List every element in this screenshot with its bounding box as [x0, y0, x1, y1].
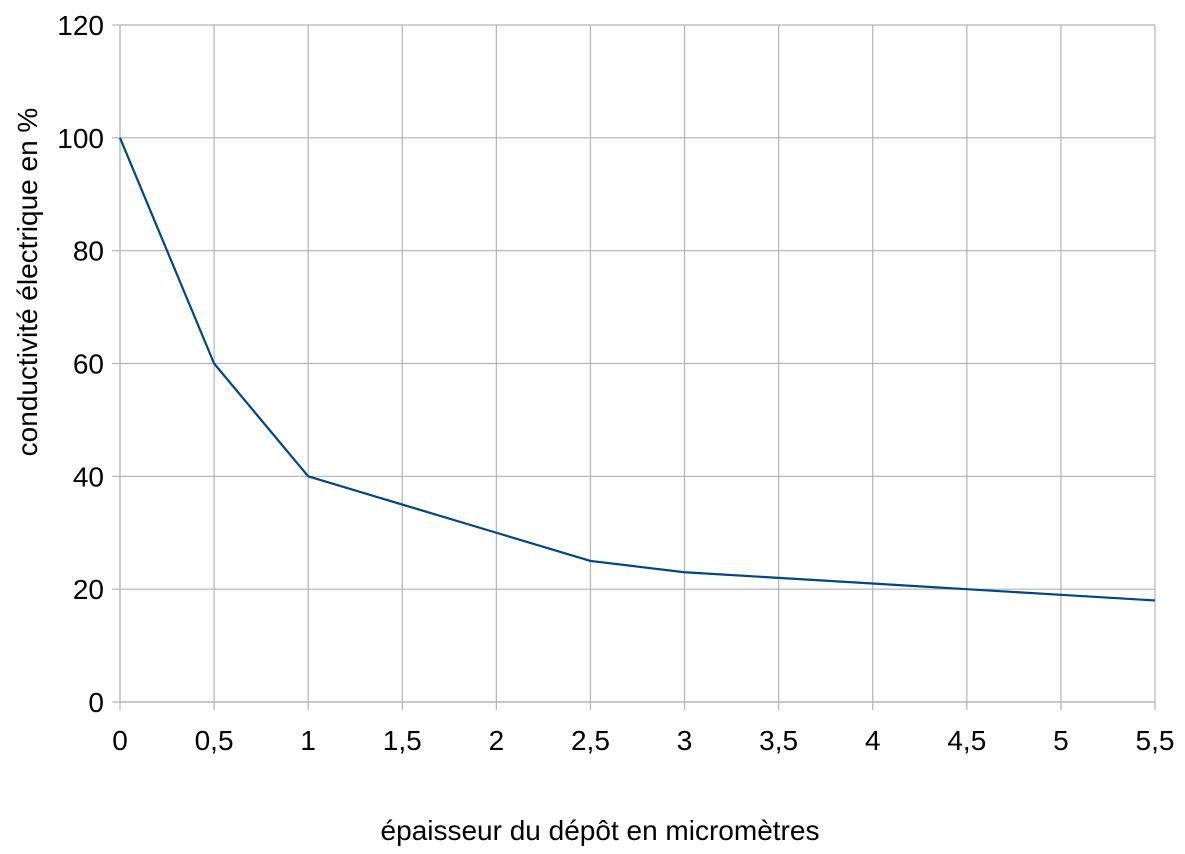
grid-lines [119, 24, 1156, 703]
x-tick-label: 0 [112, 725, 128, 756]
y-tick-label: 120 [57, 10, 104, 41]
series-layer [118, 137, 1156, 602]
series-line [118, 137, 1156, 602]
y-tick-labels: 0 20 40 60 80 100 120 [57, 10, 104, 718]
x-tick-label: 2,5 [571, 725, 610, 756]
y-tick-label: 100 [57, 123, 104, 154]
x-axis-label: épaisseur du dépôt en micromètres [381, 815, 820, 846]
x-tick-label: 5 [1053, 725, 1069, 756]
y-tick-label: 20 [73, 574, 104, 605]
x-tick-label: 1,5 [383, 725, 422, 756]
x-tick-label: 2 [489, 725, 505, 756]
x-tick-label: 4,5 [947, 725, 986, 756]
y-tick-label: 0 [88, 687, 104, 718]
y-tick-label: 80 [73, 236, 104, 267]
x-tick-label: 3,5 [759, 725, 798, 756]
y-tick-label: 60 [73, 349, 104, 380]
y-axis-label: conductivité électrique en % [12, 108, 43, 457]
x-tick-label: 5,5 [1136, 725, 1175, 756]
x-tick-labels: 0 0,5 1 1,5 2 2,5 3 3,5 4 4,5 5 5,5 [112, 725, 1174, 756]
x-tick-label: 4 [865, 725, 881, 756]
y-tick-label: 40 [73, 461, 104, 492]
x-tick-label: 3 [677, 725, 693, 756]
x-tick-label: 1 [300, 725, 316, 756]
axes [112, 24, 1156, 710]
x-tick-label: 0,5 [195, 725, 234, 756]
